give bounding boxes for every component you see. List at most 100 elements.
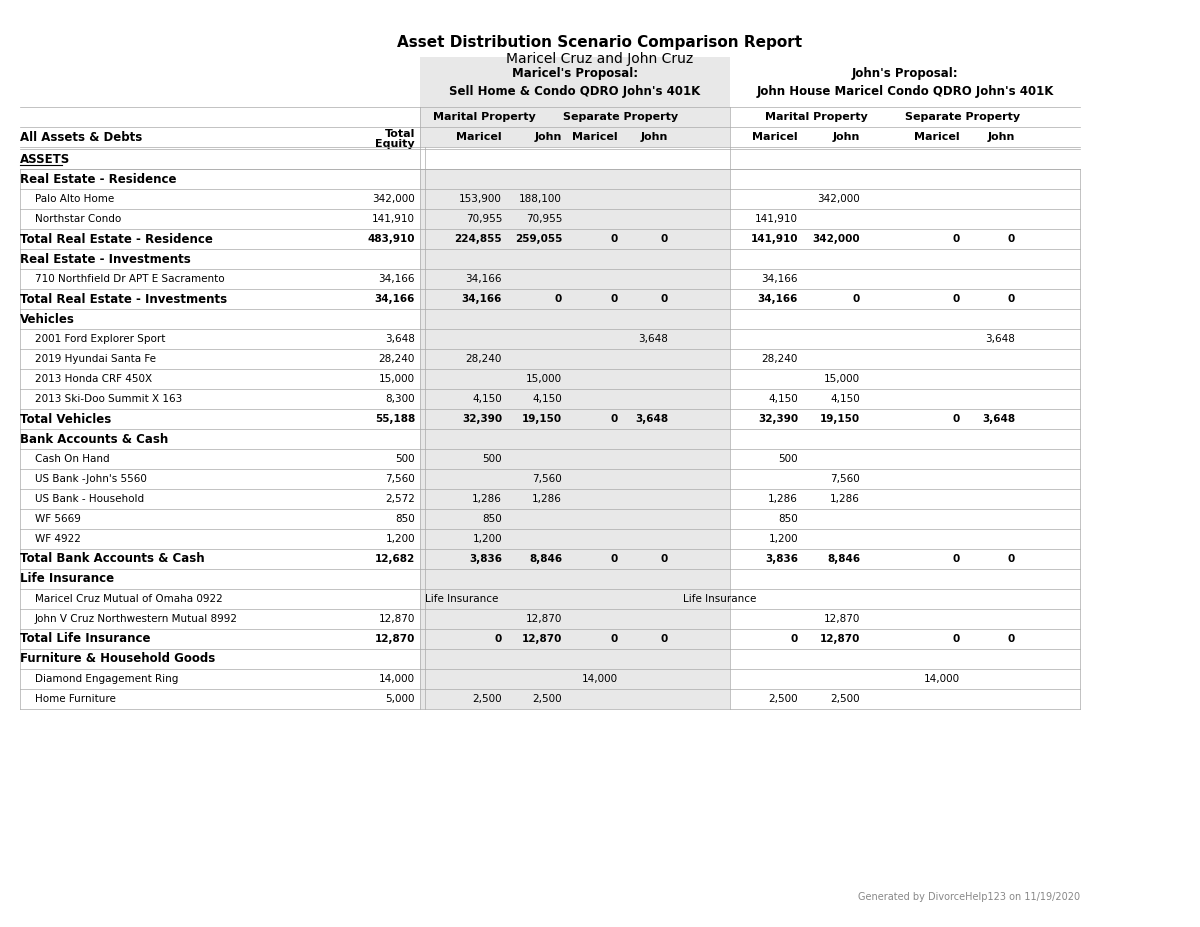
Text: 32,390: 32,390	[758, 414, 798, 424]
Text: 500: 500	[395, 454, 415, 464]
Bar	[420, 107, 730, 127]
Text: 4,150: 4,150	[830, 394, 860, 404]
Text: 4,150: 4,150	[533, 394, 562, 404]
Text: 0: 0	[1008, 294, 1015, 304]
Bar	[420, 509, 730, 529]
Text: 34,166: 34,166	[378, 274, 415, 284]
Text: 3,648: 3,648	[982, 414, 1015, 424]
Text: 2001 Ford Explorer Sport: 2001 Ford Explorer Sport	[35, 334, 166, 344]
Text: Life Insurance: Life Insurance	[425, 594, 498, 604]
Text: 224,855: 224,855	[455, 234, 502, 244]
Bar	[420, 369, 730, 389]
Text: Total Bank Accounts & Cash: Total Bank Accounts & Cash	[20, 552, 205, 565]
Bar	[420, 127, 730, 147]
Text: 0: 0	[953, 554, 960, 564]
Text: 0: 0	[611, 414, 618, 424]
Bar	[420, 329, 730, 349]
Text: 19,150: 19,150	[522, 414, 562, 424]
Text: Maricel's Proposal:: Maricel's Proposal:	[512, 67, 638, 80]
Text: 14,000: 14,000	[379, 674, 415, 684]
Text: 0: 0	[791, 634, 798, 644]
Text: 8,846: 8,846	[529, 554, 562, 564]
Text: 8,300: 8,300	[385, 394, 415, 404]
Text: 7,560: 7,560	[385, 474, 415, 484]
Text: 70,955: 70,955	[466, 214, 502, 224]
Text: 0: 0	[611, 234, 618, 244]
Text: 0: 0	[661, 634, 668, 644]
Text: 1,200: 1,200	[473, 534, 502, 544]
Bar	[420, 469, 730, 489]
Text: Real Estate - Investments: Real Estate - Investments	[20, 252, 191, 265]
Text: 28,240: 28,240	[762, 354, 798, 364]
Text: Maricel Cruz Mutual of Omaha 0922: Maricel Cruz Mutual of Omaha 0922	[35, 594, 223, 604]
Text: 12,870: 12,870	[379, 614, 415, 624]
Text: Real Estate - Residence: Real Estate - Residence	[20, 172, 176, 185]
Bar	[420, 489, 730, 509]
Text: Bank Accounts & Cash: Bank Accounts & Cash	[20, 433, 168, 446]
Text: Northstar Condo: Northstar Condo	[35, 214, 121, 224]
Text: Life Insurance: Life Insurance	[683, 594, 756, 604]
Text: Maricel: Maricel	[572, 132, 618, 142]
Text: Total Real Estate - Residence: Total Real Estate - Residence	[20, 233, 212, 246]
Text: 7,560: 7,560	[533, 474, 562, 484]
Text: 15,000: 15,000	[824, 374, 860, 384]
Text: 3,648: 3,648	[638, 334, 668, 344]
Text: Asset Distribution Scenario Comparison Report: Asset Distribution Scenario Comparison R…	[397, 34, 803, 49]
Text: 14,000: 14,000	[924, 674, 960, 684]
Text: 1,286: 1,286	[472, 494, 502, 504]
Text: Maricel: Maricel	[914, 132, 960, 142]
Text: 188,100: 188,100	[520, 194, 562, 204]
Text: 0: 0	[953, 414, 960, 424]
Text: 28,240: 28,240	[466, 354, 502, 364]
Text: John's Proposal:: John's Proposal:	[852, 67, 959, 80]
Text: Maricel: Maricel	[456, 132, 502, 142]
Text: John: John	[988, 132, 1015, 142]
Text: 483,910: 483,910	[367, 234, 415, 244]
Text: Total Life Insurance: Total Life Insurance	[20, 632, 150, 645]
Text: 0: 0	[554, 294, 562, 304]
Text: 0: 0	[1008, 634, 1015, 644]
Text: 12,870: 12,870	[820, 634, 860, 644]
Text: 15,000: 15,000	[379, 374, 415, 384]
Text: 7,560: 7,560	[830, 474, 860, 484]
Text: 19,150: 19,150	[820, 414, 860, 424]
Text: 500: 500	[779, 454, 798, 464]
Text: 0: 0	[611, 554, 618, 564]
Text: 70,955: 70,955	[526, 214, 562, 224]
Text: John: John	[641, 132, 668, 142]
Text: John: John	[535, 132, 562, 142]
Text: 1,286: 1,286	[532, 494, 562, 504]
Text: 141,910: 141,910	[755, 214, 798, 224]
Text: 3,836: 3,836	[766, 554, 798, 564]
Text: John V Cruz Northwestern Mutual 8992: John V Cruz Northwestern Mutual 8992	[35, 614, 238, 624]
Text: 12,870: 12,870	[823, 614, 860, 624]
Text: 2013 Ski-Doo Summit X 163: 2013 Ski-Doo Summit X 163	[35, 394, 182, 404]
Text: John House Maricel Condo QDRO John's 401K: John House Maricel Condo QDRO John's 401…	[756, 84, 1054, 97]
Text: Diamond Engagement Ring: Diamond Engagement Ring	[35, 674, 179, 684]
Text: 0: 0	[953, 234, 960, 244]
Text: 2013 Honda CRF 450X: 2013 Honda CRF 450X	[35, 374, 152, 384]
Bar	[420, 189, 730, 209]
Text: 2,500: 2,500	[768, 694, 798, 704]
Text: 0: 0	[611, 294, 618, 304]
Bar	[420, 669, 730, 689]
Text: 3,648: 3,648	[385, 334, 415, 344]
Text: 28,240: 28,240	[379, 354, 415, 364]
Text: 12,870: 12,870	[522, 634, 562, 644]
Bar	[420, 309, 730, 329]
Text: 5,000: 5,000	[385, 694, 415, 704]
Text: 34,166: 34,166	[462, 294, 502, 304]
Text: Marital Property: Marital Property	[433, 112, 535, 122]
Bar	[420, 269, 730, 289]
Text: Maricel Cruz and John Cruz: Maricel Cruz and John Cruz	[506, 52, 694, 66]
Text: 2,500: 2,500	[533, 694, 562, 704]
Text: 0: 0	[494, 634, 502, 644]
Text: 1,286: 1,286	[830, 494, 860, 504]
Text: 0: 0	[661, 234, 668, 244]
Text: 0: 0	[953, 294, 960, 304]
Text: 4,150: 4,150	[473, 394, 502, 404]
Text: 1,200: 1,200	[385, 534, 415, 544]
Text: 141,910: 141,910	[750, 234, 798, 244]
Text: Furniture & Household Goods: Furniture & Household Goods	[20, 653, 215, 666]
Bar	[420, 289, 730, 309]
